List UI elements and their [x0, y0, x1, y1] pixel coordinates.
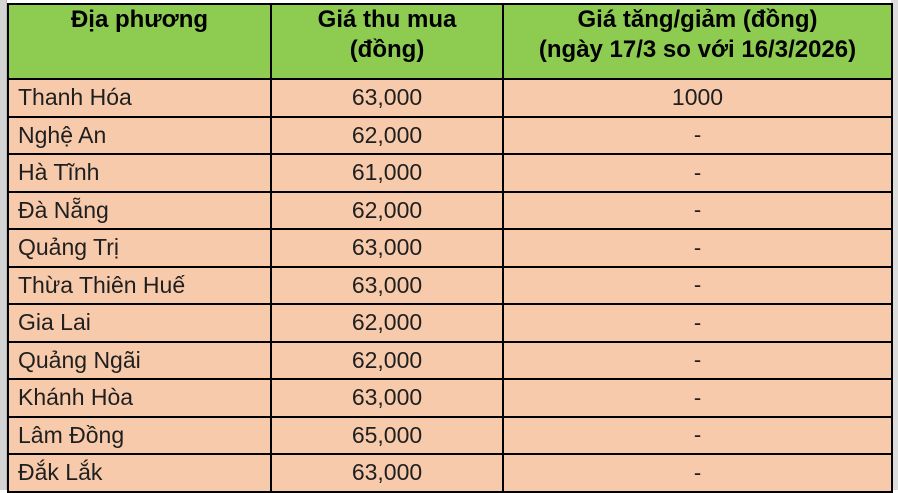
table-row[interactable]: Thừa Thiên Huế 63,000 - [7, 265, 893, 305]
cell-change[interactable]: - [502, 190, 893, 230]
cell-price[interactable]: 62,000 [270, 303, 504, 343]
cell-change[interactable]: - [502, 415, 893, 455]
cell-locality[interactable]: Hà Tĩnh [7, 153, 272, 193]
cell-change[interactable]: - [502, 303, 893, 343]
cell-change[interactable]: 1000 [502, 78, 893, 118]
cell-change[interactable]: - [502, 265, 893, 305]
header-price-line-2: (đồng) [349, 36, 425, 63]
table-row[interactable]: Quảng Trị 63,000 - [7, 228, 893, 268]
table-body: Thanh Hóa 63,000 1000 Nghệ An 62,000 - H… [7, 78, 893, 493]
column-header-price-change[interactable]: Giá tăng/giảm (đồng) (ngày 17/3 so với 1… [502, 3, 893, 80]
cell-locality[interactable]: Lâm Đồng [7, 415, 272, 455]
cell-price[interactable]: 62,000 [270, 340, 504, 380]
row-header-gutter [0, 0, 7, 490]
cell-price[interactable]: 63,000 [270, 228, 504, 268]
column-header-locality[interactable]: Địa phương [7, 3, 272, 80]
cell-change[interactable]: - [502, 453, 893, 493]
cell-change[interactable]: - [502, 228, 893, 268]
cell-locality[interactable]: Khánh Hòa [7, 378, 272, 418]
table-row[interactable]: Gia Lai 62,000 - [7, 303, 893, 343]
cell-price[interactable]: 62,000 [270, 190, 504, 230]
header-locality-line-1: Địa phương [70, 6, 209, 33]
cell-price[interactable]: 63,000 [270, 378, 504, 418]
cell-change[interactable]: - [502, 378, 893, 418]
header-change-line-2: (ngày 17/3 so với 16/3/2026) [538, 36, 857, 63]
table-row[interactable]: Lâm Đồng 65,000 - [7, 415, 893, 455]
cell-price[interactable]: 63,000 [270, 265, 504, 305]
table-row[interactable]: Đà Nẵng 62,000 - [7, 190, 893, 230]
cell-locality[interactable]: Nghệ An [7, 115, 272, 155]
cell-locality[interactable]: Thừa Thiên Huế [7, 265, 272, 305]
cell-locality[interactable]: Đà Nẵng [7, 190, 272, 230]
price-table: Địa phương Giá thu mua (đồng) Giá tăng/g… [7, 3, 893, 493]
cell-price[interactable]: 63,000 [270, 453, 504, 493]
cell-locality[interactable]: Đắk Lắk [7, 453, 272, 493]
header-row: Địa phương Giá thu mua (đồng) Giá tăng/g… [7, 3, 893, 80]
table-row[interactable]: Nghệ An 62,000 - [7, 115, 893, 155]
table-row[interactable]: Thanh Hóa 63,000 1000 [7, 78, 893, 118]
cell-locality[interactable]: Gia Lai [7, 303, 272, 343]
column-header-purchase-price[interactable]: Giá thu mua (đồng) [270, 3, 504, 80]
table-row[interactable]: Hà Tĩnh 61,000 - [7, 153, 893, 193]
cell-locality[interactable]: Quảng Ngãi [7, 340, 272, 380]
cell-price[interactable]: 65,000 [270, 415, 504, 455]
header-price-line-1: Giá thu mua [317, 6, 457, 33]
table-row[interactable]: Quảng Ngãi 62,000 - [7, 340, 893, 380]
right-gutter [891, 0, 898, 490]
cell-locality[interactable]: Thanh Hóa [7, 78, 272, 118]
cell-price[interactable]: 62,000 [270, 115, 504, 155]
cell-price[interactable]: 63,000 [270, 78, 504, 118]
cell-locality[interactable]: Quảng Trị [7, 228, 272, 268]
cell-price[interactable]: 61,000 [270, 153, 504, 193]
table-header: Địa phương Giá thu mua (đồng) Giá tăng/g… [7, 3, 893, 80]
cell-change[interactable]: - [502, 153, 893, 193]
table-row[interactable]: Đắk Lắk 63,000 - [7, 453, 893, 493]
cell-change[interactable]: - [502, 115, 893, 155]
table-row[interactable]: Khánh Hòa 63,000 - [7, 378, 893, 418]
header-change-line-1: Giá tăng/giảm (đồng) [577, 6, 818, 33]
cell-change[interactable]: - [502, 340, 893, 380]
